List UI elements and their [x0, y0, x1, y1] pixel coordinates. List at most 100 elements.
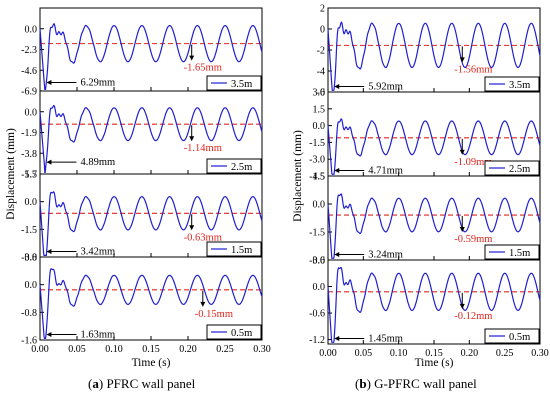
chart-1-panel-3-ytick-label-1: 0.0: [313, 282, 326, 293]
chart-1-panel-2-legend-label: 1.5m: [509, 248, 530, 259]
caption-b-text: G-PFRC wall panel: [374, 376, 477, 391]
chart-1-xtick-label-3: 0.15: [425, 348, 443, 359]
chart-1-panel-2-ytick-label-2: -1.5: [309, 228, 325, 239]
chart-1-panel-0-ytick-label-3: -4: [317, 67, 325, 78]
chart-1-panel-3-mean-label: -0.12mm: [454, 311, 492, 322]
chart-0-panel-2-ytick-label-2: -1.5: [21, 225, 37, 236]
chart-0-panel-0-ytick-label-1: -2.3: [21, 45, 37, 56]
chart-0-panel-0-ytick-label-3: -6.9: [21, 87, 37, 98]
chart-0-panel-1-legend-label: 2.5m: [231, 162, 252, 173]
chart-0-panel-0-legend-label: 3.5m: [231, 79, 252, 90]
chart-0-panel-2-legend-label: 1.5m: [231, 245, 252, 256]
chart-0-panel-1-ytick-label-2: -3.8: [21, 149, 37, 160]
chart-0-panel-1-peak-arrowhead: [46, 159, 52, 165]
chart-0-panel-1-mean-arrowhead: [189, 136, 195, 142]
chart-0-panel-1-ytick-label-1: -1.9: [21, 128, 37, 139]
chart-1-panel-3-legend-box: [484, 328, 540, 344]
chart-1-xtick-label-0: 0.00: [319, 348, 337, 359]
chart-0-panel-0-mean-arrowhead: [189, 55, 195, 61]
chart-1-xtick-label-6: 0.30: [531, 348, 549, 359]
chart-0-panel-0-ytick-label-0: 0.0: [25, 24, 38, 35]
chart-0-panel-0-peak-arrowhead: [46, 79, 52, 85]
chart-1-panel-2-ytick-label-3: -3.0: [309, 256, 325, 267]
chart-0-panel-2-ytick-label-0: 1.5: [25, 170, 38, 181]
chart-0-panel-2-peak-label: 3.42mm: [80, 247, 115, 258]
chart-0-panel-2-ytick-label-1: 0.0: [25, 197, 38, 208]
chart-0-panel-1-mean-label: -1.14mm: [184, 143, 222, 154]
chart-1-panel-1-curve: [327, 118, 541, 175]
chart-1-panel-0-ytick-label-1: 0: [320, 25, 325, 36]
chart-1-panel-0-peak-label: 5.92mm: [368, 81, 403, 92]
chart-0-panel-2-mean-arrowhead: [189, 225, 195, 231]
chart-1-panel-1-ytick-label-0: 3.0: [313, 88, 326, 99]
chart-0-panel-1-ytick-label-0: 0.0: [25, 107, 38, 118]
chart-0-panel-0-ytick-label-2: -4.6: [21, 66, 37, 77]
chart-0-panel-2-mean-label: -0.63mm: [184, 232, 222, 243]
caption-a: (a) PFRC wall panel: [88, 376, 196, 391]
chart-1-panel-0-legend-box: [484, 76, 540, 92]
chart-0-panel-2-peak-arrowhead: [46, 249, 52, 255]
chart-1-panel-2-ytick-label-1: 0.0: [313, 200, 326, 211]
chart-0-panel-3-mean-arrowhead: [200, 301, 206, 307]
chart-1-panel-3-ytick-label-2: -0.6: [309, 309, 325, 320]
chart-0-panel-2-ytick-label-3: -3.0: [21, 253, 37, 264]
chart-0-panel-3-legend-label: 0.5m: [231, 328, 252, 339]
chart-0-panel-3-ytick-label-1: 0.0: [25, 280, 38, 291]
chart-0-ylabel: Displacement (mm): [5, 128, 17, 220]
chart-1-panel-3-ytick-label-0: 0.6: [313, 256, 326, 267]
chart-1-panel-0-ytick-label-4: -6: [317, 88, 325, 99]
chart-1-ylabel: Displacement (mm): [292, 130, 304, 222]
chart-1-panel-0-ytick-label-0: 2: [320, 4, 325, 15]
chart-1-panel-1-peak-arrowhead: [334, 167, 340, 173]
chart-1-panel-0-peak-arrowhead: [334, 83, 340, 89]
chart-1-panel-1-peak-label: 4.71mm: [368, 165, 403, 176]
chart-0-panel-1-ytick-label-3: -5.7: [21, 170, 37, 181]
chart-1-panel-2-peak-label: 3.24mm: [368, 249, 403, 260]
chart-1-xtick-label-4: 0.20: [461, 348, 479, 359]
chart-0-panel-0-legend-box: [206, 75, 262, 91]
chart-1-panel-3-mean-arrowhead: [459, 303, 465, 309]
chart-1-panel-0-mean-label: -1.56mm: [454, 64, 492, 75]
chart-0-panel-1-legend-box: [206, 158, 262, 174]
chart-0-panel-2-curve: [39, 191, 263, 256]
chart-1-panel-1-ytick-label-1: 1.5: [313, 104, 326, 115]
caption-a-letter: a: [92, 376, 99, 391]
chart-0-xtick-label-4: 0.20: [179, 344, 197, 355]
chart-0-xtick-label-1: 0.05: [68, 344, 86, 355]
chart-0-xlabel: Time (s): [132, 357, 171, 369]
chart-1-panel-1-ytick-label-3: -1.5: [309, 138, 325, 149]
chart-1-panel-2-legend-box: [484, 244, 540, 260]
caption-b-letter: b: [359, 376, 367, 391]
chart-0-panel-3-mean-label: -0.15mm: [195, 309, 233, 320]
chart-1-xtick-label-2: 0.10: [390, 348, 408, 359]
chart-0-panel-1-peak-label: 4.89mm: [80, 157, 115, 168]
chart-1-panel-1-legend-label: 2.5m: [509, 164, 530, 175]
chart-1-panel-1-ytick-label-4: -3.0: [309, 155, 325, 166]
chart-1-panel-1-ytick-label-5: -4.5: [309, 172, 325, 183]
chart-1-panel-0-legend-label: 3.5m: [509, 80, 530, 91]
chart-1-panel-0-ytick-label-2: -2: [317, 46, 325, 57]
chart-0-panel-3-legend-box: [206, 324, 262, 340]
chart-1-panel-2-mean-label: -0.59mm: [454, 234, 492, 245]
chart-0-panel-3-peak-label: 1.63mm: [80, 330, 115, 341]
chart-1-panel-3-peak-label: 1.45mm: [368, 333, 403, 344]
chart-1-panel-1-mean-arrowhead: [459, 149, 465, 155]
chart-1-xlabel: Time (s): [415, 357, 454, 369]
chart-0-panel-3-peak-arrowhead: [46, 332, 52, 338]
chart-1-xtick-label-1: 0.05: [355, 348, 373, 359]
chart-1-panel-2-curve: [327, 193, 541, 259]
chart-0-xtick-label-0: 0.00: [31, 344, 49, 355]
chart-1-panel-0-curve: [327, 21, 541, 91]
caption-a-text: PFRC wall panel: [106, 376, 196, 391]
chart-0-panel-3-ytick-label-0: 0.8: [25, 253, 38, 264]
chart-0-panel-3-curve: [39, 268, 263, 339]
chart-1-panel-3-ytick-label-3: -1.2: [309, 335, 325, 346]
chart-1-panel-3-curve: [327, 267, 541, 343]
chart-1-panel-2-ytick-label-0: 1.5: [313, 172, 326, 183]
chart-0-panel-3-ytick-label-3: -1.6: [21, 336, 37, 347]
chart-1-panel-1-mean-label: -1.09mm: [454, 157, 492, 168]
chart-0-panel-3-ytick-label-2: -0.8: [21, 308, 37, 319]
chart-1-panel-3-legend-label: 0.5m: [509, 332, 530, 343]
chart-1-panel-2-peak-arrowhead: [334, 251, 340, 257]
